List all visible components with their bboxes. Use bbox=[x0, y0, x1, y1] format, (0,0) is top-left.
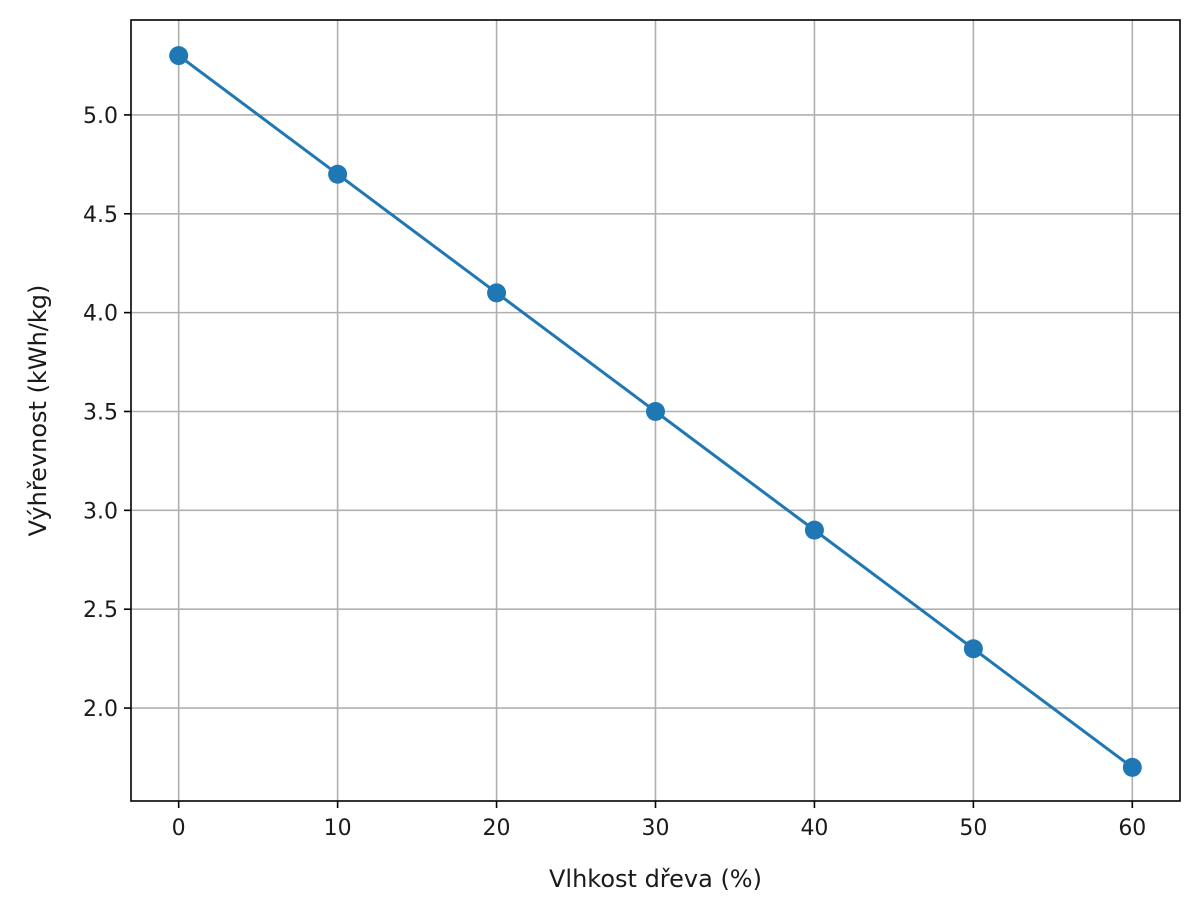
y-tick-label: 2.5 bbox=[83, 598, 118, 623]
series-layer bbox=[169, 46, 1142, 777]
x-tick-label: 30 bbox=[642, 816, 670, 841]
data-point bbox=[328, 164, 348, 184]
x-tick-label: 10 bbox=[324, 816, 352, 841]
y-tick-label: 2.0 bbox=[83, 697, 118, 722]
y-tick-label: 5.0 bbox=[83, 104, 118, 129]
x-axis-label: Vlhkost dřeva (%) bbox=[549, 865, 762, 893]
y-tick-label: 3.0 bbox=[83, 499, 118, 524]
data-point bbox=[963, 639, 983, 659]
x-tick-label: 50 bbox=[959, 816, 987, 841]
x-tick-label: 0 bbox=[172, 816, 186, 841]
data-point bbox=[1122, 757, 1142, 777]
grid bbox=[131, 20, 1180, 801]
x-tick-label: 20 bbox=[483, 816, 511, 841]
y-tick-label: 4.5 bbox=[83, 203, 118, 228]
data-point bbox=[804, 520, 824, 540]
x-tick-label: 40 bbox=[800, 816, 828, 841]
x-tick-label: 60 bbox=[1118, 816, 1146, 841]
data-point bbox=[169, 46, 189, 66]
y-tick-label: 4.0 bbox=[83, 302, 118, 327]
data-point bbox=[487, 283, 507, 303]
ticks: 0 10 20 30 40 50 60 2.0 2.5 3.0 3.5 4.0 4.5 5.0 bbox=[83, 104, 1146, 841]
data-point bbox=[646, 401, 665, 421]
y-tick-label: 3.5 bbox=[83, 400, 118, 425]
y-axis-label: Výhřevnost (kWh/kg) bbox=[24, 285, 52, 537]
